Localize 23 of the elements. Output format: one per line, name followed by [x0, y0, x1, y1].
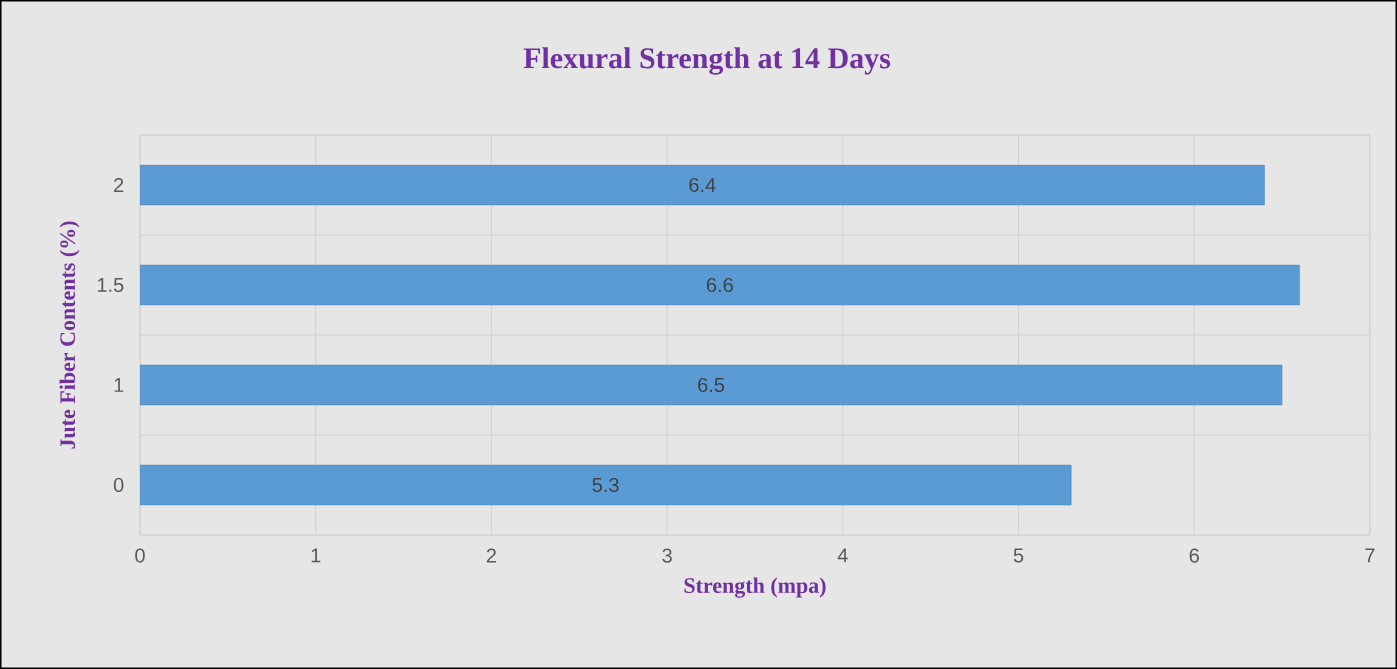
x-tick-label: 3	[662, 548, 672, 563]
x-tick-label: 2	[486, 548, 496, 563]
bar	[140, 264, 1300, 306]
chart-title: Flexural Strength at 14 Days	[523, 47, 891, 75]
bar	[140, 364, 1283, 406]
bar	[140, 164, 1265, 206]
data-label: 6.4	[689, 177, 716, 193]
y-tick-label: 1	[114, 378, 124, 392]
x-tick-label: 1	[311, 548, 321, 563]
x-tick-label: 7	[1365, 548, 1375, 563]
y-tick-label: 0	[113, 477, 124, 493]
x-tick-label: 5	[1013, 548, 1024, 563]
y-axis-title: Jute Fiber Contents (%)	[59, 221, 80, 449]
y-tick-label: 2	[114, 178, 124, 192]
data-label: 6.6	[706, 277, 733, 293]
x-tick-label: 4	[837, 548, 848, 563]
x-axis-title: Strength (mpa)	[684, 577, 826, 598]
data-label: 6.5	[698, 377, 725, 393]
x-tick-label: 6	[1189, 548, 1199, 563]
x-tick-label: 0	[135, 548, 145, 563]
data-label: 5.3	[592, 477, 619, 493]
y-tick-label: 1.5	[97, 278, 124, 292]
bar	[140, 464, 1072, 506]
